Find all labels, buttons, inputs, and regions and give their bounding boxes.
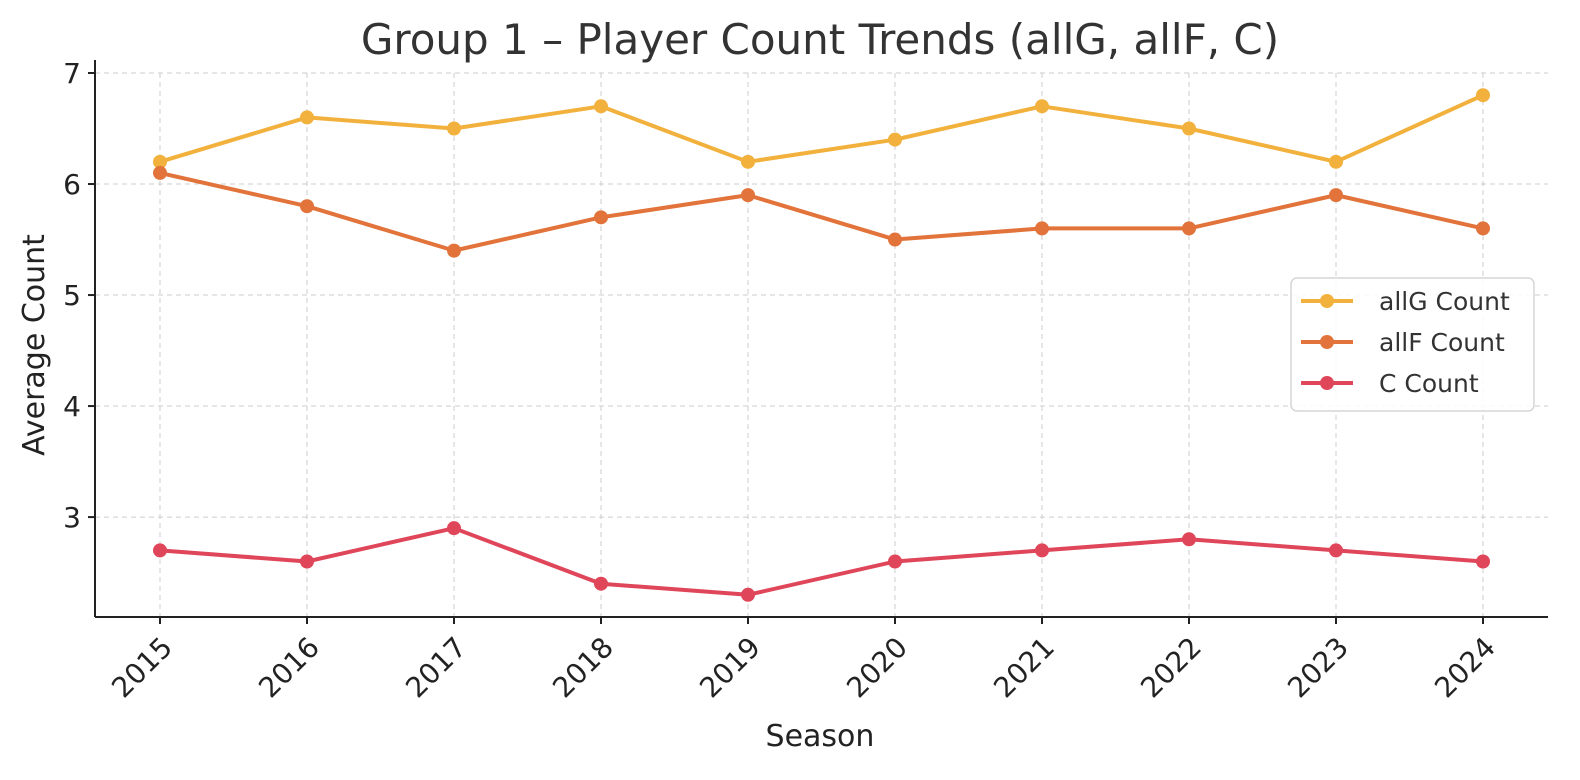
legend-item: allG Count bbox=[1301, 287, 1510, 316]
data-point bbox=[300, 110, 314, 125]
data-point bbox=[594, 210, 608, 225]
data-point bbox=[888, 232, 902, 247]
data-point bbox=[888, 554, 902, 569]
data-point bbox=[447, 243, 461, 258]
data-point bbox=[741, 154, 755, 169]
data-point bbox=[300, 199, 314, 214]
y-tick-label: 4 bbox=[63, 390, 81, 423]
data-point bbox=[1182, 532, 1196, 547]
legend: allG Count allF Count C Count bbox=[1290, 277, 1535, 412]
y-tick-label: 7 bbox=[63, 57, 81, 90]
series-3 bbox=[153, 521, 1490, 602]
data-point bbox=[888, 132, 902, 147]
data-point bbox=[1182, 121, 1196, 136]
x-tick-label: 2022 bbox=[1134, 631, 1208, 705]
x-tick-label: 2019 bbox=[693, 631, 767, 705]
data-point bbox=[1329, 154, 1343, 169]
y-tick-label: 3 bbox=[63, 501, 81, 534]
data-point bbox=[1035, 221, 1049, 236]
legend-box bbox=[1290, 277, 1535, 412]
legend-marker bbox=[1320, 376, 1334, 390]
series bbox=[153, 88, 1490, 602]
series-1 bbox=[153, 88, 1490, 169]
legend-label: allG Count bbox=[1379, 287, 1510, 316]
data-point bbox=[1182, 221, 1196, 236]
x-tick-label: 2024 bbox=[1428, 631, 1502, 705]
data-point bbox=[741, 587, 755, 602]
data-point bbox=[1329, 543, 1343, 558]
x-tick-label: 2017 bbox=[399, 631, 473, 705]
series-line bbox=[158, 526, 1485, 597]
x-tick-label: 2018 bbox=[546, 631, 620, 705]
chart-title: Group 1 – Player Count Trends (allG, all… bbox=[361, 15, 1279, 64]
data-point bbox=[1035, 99, 1049, 114]
data-point bbox=[594, 99, 608, 114]
data-point bbox=[1329, 188, 1343, 203]
data-point bbox=[594, 576, 608, 591]
legend-item: allF Count bbox=[1301, 328, 1505, 357]
x-tick-label: 2020 bbox=[840, 631, 914, 705]
data-point bbox=[1035, 543, 1049, 558]
series-line bbox=[158, 170, 1485, 253]
series-2 bbox=[153, 165, 1490, 258]
x-tick-label: 2021 bbox=[987, 631, 1061, 705]
data-point bbox=[1476, 554, 1490, 569]
series-line bbox=[158, 93, 1485, 164]
legend-item: C Count bbox=[1301, 369, 1479, 398]
legend-marker bbox=[1320, 335, 1334, 349]
data-point bbox=[153, 543, 167, 558]
data-point bbox=[447, 121, 461, 136]
legend-label: C Count bbox=[1379, 369, 1479, 398]
x-tick-label: 2015 bbox=[105, 631, 179, 705]
x-tick-label: 2023 bbox=[1281, 631, 1355, 705]
axes bbox=[88, 60, 1548, 624]
tick-labels: 2015 2016 2017 2018 2019 2020 2021 2022 2023 2024… bbox=[63, 57, 1502, 704]
x-tick-label: 2016 bbox=[252, 631, 326, 705]
legend-marker bbox=[1320, 294, 1334, 308]
y-axis-label: Average Count bbox=[17, 234, 52, 456]
data-point bbox=[1476, 221, 1490, 236]
data-point bbox=[153, 154, 167, 169]
x-axis-label: Season bbox=[766, 719, 875, 754]
data-point bbox=[741, 188, 755, 203]
legend-label: allF Count bbox=[1379, 328, 1505, 357]
y-tick-label: 5 bbox=[63, 279, 81, 312]
data-point bbox=[447, 521, 461, 536]
data-point bbox=[300, 554, 314, 569]
y-tick-label: 6 bbox=[63, 168, 81, 201]
data-point bbox=[1476, 88, 1490, 103]
data-point bbox=[153, 165, 167, 180]
